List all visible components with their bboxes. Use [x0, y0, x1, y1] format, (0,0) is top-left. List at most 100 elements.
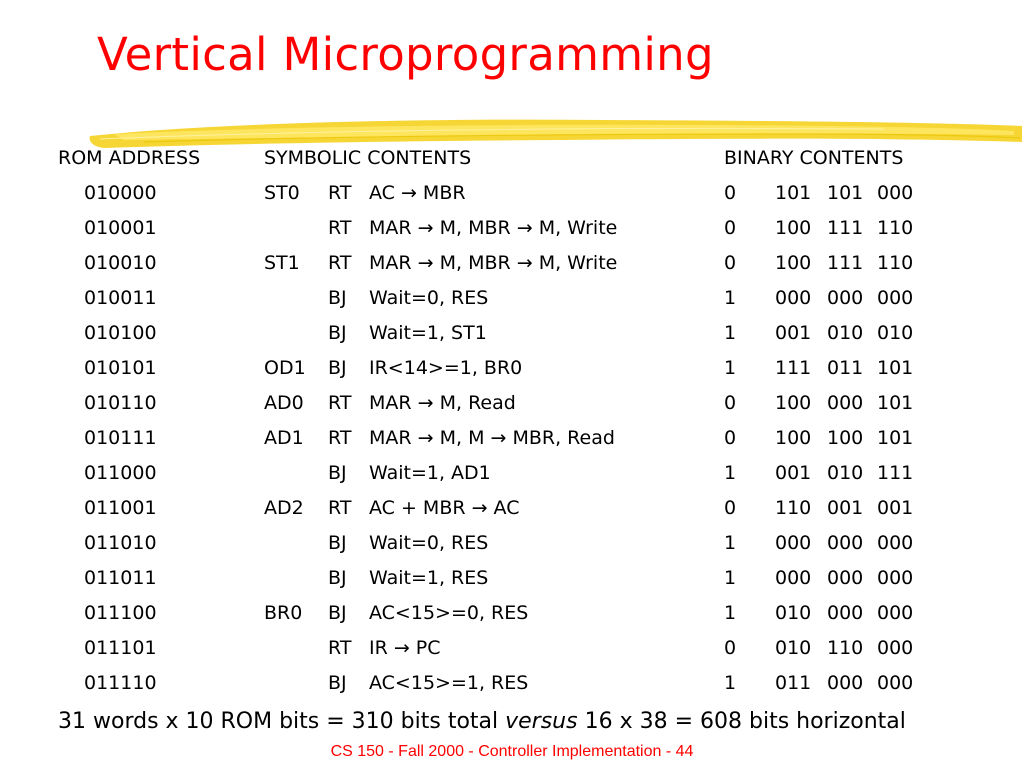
binary-field-2: 100 — [775, 252, 812, 274]
micro-op-type: RT — [328, 217, 352, 239]
rom-address: 011011 — [84, 567, 157, 589]
symbolic-label: ST1 — [264, 252, 300, 274]
micro-op-type: RT — [328, 392, 352, 414]
summary-after: 16 x 38 = 608 bits horizontal — [577, 709, 906, 734]
binary-field-1: 0 — [724, 637, 737, 659]
summary-line: 31 words x 10 ROM bits = 310 bits total … — [58, 709, 906, 734]
rom-address: 010111 — [84, 427, 157, 449]
table-row: 011110 BJ AC<15>=1, RES 1 011 000 000 — [0, 672, 1024, 707]
binary-field-3: 000 — [827, 567, 864, 589]
binary-field-4: 110 — [877, 252, 914, 274]
micro-op-type: RT — [328, 637, 352, 659]
table-row: 010100 BJ Wait=1, ST1 1 001 010 010 — [0, 322, 1024, 357]
binary-field-3: 100 — [827, 427, 864, 449]
binary-field-4: 110 — [877, 217, 914, 239]
binary-field-2: 101 — [775, 182, 812, 204]
micro-op-type: BJ — [328, 532, 347, 554]
binary-field-4: 101 — [877, 427, 914, 449]
micro-operation: AC + MBR → AC — [369, 497, 520, 519]
rom-address: 011101 — [84, 637, 157, 659]
summary-before: 31 words x 10 ROM bits = 310 bits total — [58, 709, 506, 734]
rom-address: 010110 — [84, 392, 157, 414]
binary-field-3: 000 — [827, 602, 864, 624]
symbolic-label: BR0 — [264, 602, 303, 624]
binary-field-1: 1 — [724, 567, 737, 589]
micro-operation: Wait=1, RES — [369, 567, 489, 589]
binary-field-2: 010 — [775, 602, 812, 624]
binary-field-2: 001 — [775, 322, 812, 344]
table-row: 010010 ST1 RT MAR → M, MBR → M, Write 0 100 11… — [0, 252, 1024, 287]
binary-field-2: 011 — [775, 672, 812, 694]
table-row: 010101 OD1 BJ IR<14>=1, BR0 1 111 011 101 — [0, 357, 1024, 392]
rom-address: 010001 — [84, 217, 157, 239]
micro-operation: Wait=1, ST1 — [369, 322, 487, 344]
binary-field-1: 1 — [724, 357, 737, 379]
rom-address: 010010 — [84, 252, 157, 274]
header-binary-contents: BINARY CONTENTS — [724, 147, 904, 169]
binary-field-2: 100 — [775, 427, 812, 449]
binary-field-4: 000 — [877, 182, 914, 204]
binary-field-4: 000 — [877, 602, 914, 624]
binary-field-2: 000 — [775, 567, 812, 589]
table-row: 011011 BJ Wait=1, RES 1 000 000 000 — [0, 567, 1024, 602]
binary-field-2: 100 — [775, 392, 812, 414]
table-row: 010000 ST0 RT AC → MBR 0 101 101 000 — [0, 182, 1024, 217]
binary-field-2: 000 — [775, 532, 812, 554]
binary-field-2: 010 — [775, 637, 812, 659]
table-row: 010001 RT MAR → M, MBR → M, Write 0 100 111 11… — [0, 217, 1024, 252]
binary-field-3: 000 — [827, 532, 864, 554]
binary-field-4: 000 — [877, 672, 914, 694]
micro-op-type: RT — [328, 497, 352, 519]
micro-operation: AC → MBR — [369, 182, 466, 204]
binary-field-1: 1 — [724, 602, 737, 624]
binary-field-4: 010 — [877, 322, 914, 344]
micro-operation: Wait=0, RES — [369, 532, 489, 554]
binary-field-1: 1 — [724, 462, 737, 484]
micro-op-type: BJ — [328, 287, 347, 309]
table-row: 011100 BR0 BJ AC<15>=0, RES 1 010 000 000 — [0, 602, 1024, 637]
micro-op-type: BJ — [328, 357, 347, 379]
symbolic-label: OD1 — [264, 357, 306, 379]
symbolic-label: ST0 — [264, 182, 300, 204]
micro-op-type: RT — [328, 252, 352, 274]
table-row: 011000 BJ Wait=1, AD1 1 001 010 111 — [0, 462, 1024, 497]
binary-field-2: 111 — [775, 357, 812, 379]
micro-operation: IR<14>=1, BR0 — [369, 357, 523, 379]
slide-title: Vertical Microprogramming — [97, 28, 714, 81]
binary-field-4: 000 — [877, 287, 914, 309]
symbolic-label: AD1 — [264, 427, 304, 449]
rom-address: 011001 — [84, 497, 157, 519]
micro-operation: Wait=0, RES — [369, 287, 489, 309]
table-row: 011101 RT IR → PC 0 010 110 000 — [0, 637, 1024, 672]
symbolic-label: AD2 — [264, 497, 304, 519]
binary-field-4: 101 — [877, 357, 914, 379]
micro-operation: AC<15>=0, RES — [369, 602, 529, 624]
micro-operation: AC<15>=1, RES — [369, 672, 529, 694]
table-row: 010111 AD1 RT MAR → M, M → MBR, Read 0 100 100… — [0, 427, 1024, 462]
binary-field-3: 111 — [827, 252, 864, 274]
header-rom-address: ROM ADDRESS — [58, 147, 201, 169]
micro-op-type: BJ — [328, 462, 347, 484]
binary-field-1: 0 — [724, 392, 737, 414]
rom-address: 011100 — [84, 602, 157, 624]
binary-field-1: 0 — [724, 217, 737, 239]
binary-field-3: 000 — [827, 287, 864, 309]
binary-field-3: 111 — [827, 217, 864, 239]
rom-address: 011010 — [84, 532, 157, 554]
micro-op-type: RT — [328, 182, 352, 204]
binary-field-3: 000 — [827, 392, 864, 414]
binary-field-4: 001 — [877, 497, 914, 519]
rom-address: 010101 — [84, 357, 157, 379]
binary-field-3: 000 — [827, 672, 864, 694]
table-row: 010110 AD0 RT MAR → M, Read 0 100 000 101 — [0, 392, 1024, 427]
binary-field-4: 000 — [877, 637, 914, 659]
table-row: 010011 BJ Wait=0, RES 1 000 000 000 — [0, 287, 1024, 322]
rom-address: 011110 — [84, 672, 157, 694]
slide-footer: CS 150 - Fall 2000 - Controller Implemen… — [330, 743, 694, 760]
binary-field-2: 100 — [775, 217, 812, 239]
binary-field-1: 1 — [724, 532, 737, 554]
binary-field-4: 101 — [877, 392, 914, 414]
rom-address: 011000 — [84, 462, 157, 484]
rom-address: 010011 — [84, 287, 157, 309]
binary-field-1: 1 — [724, 287, 737, 309]
